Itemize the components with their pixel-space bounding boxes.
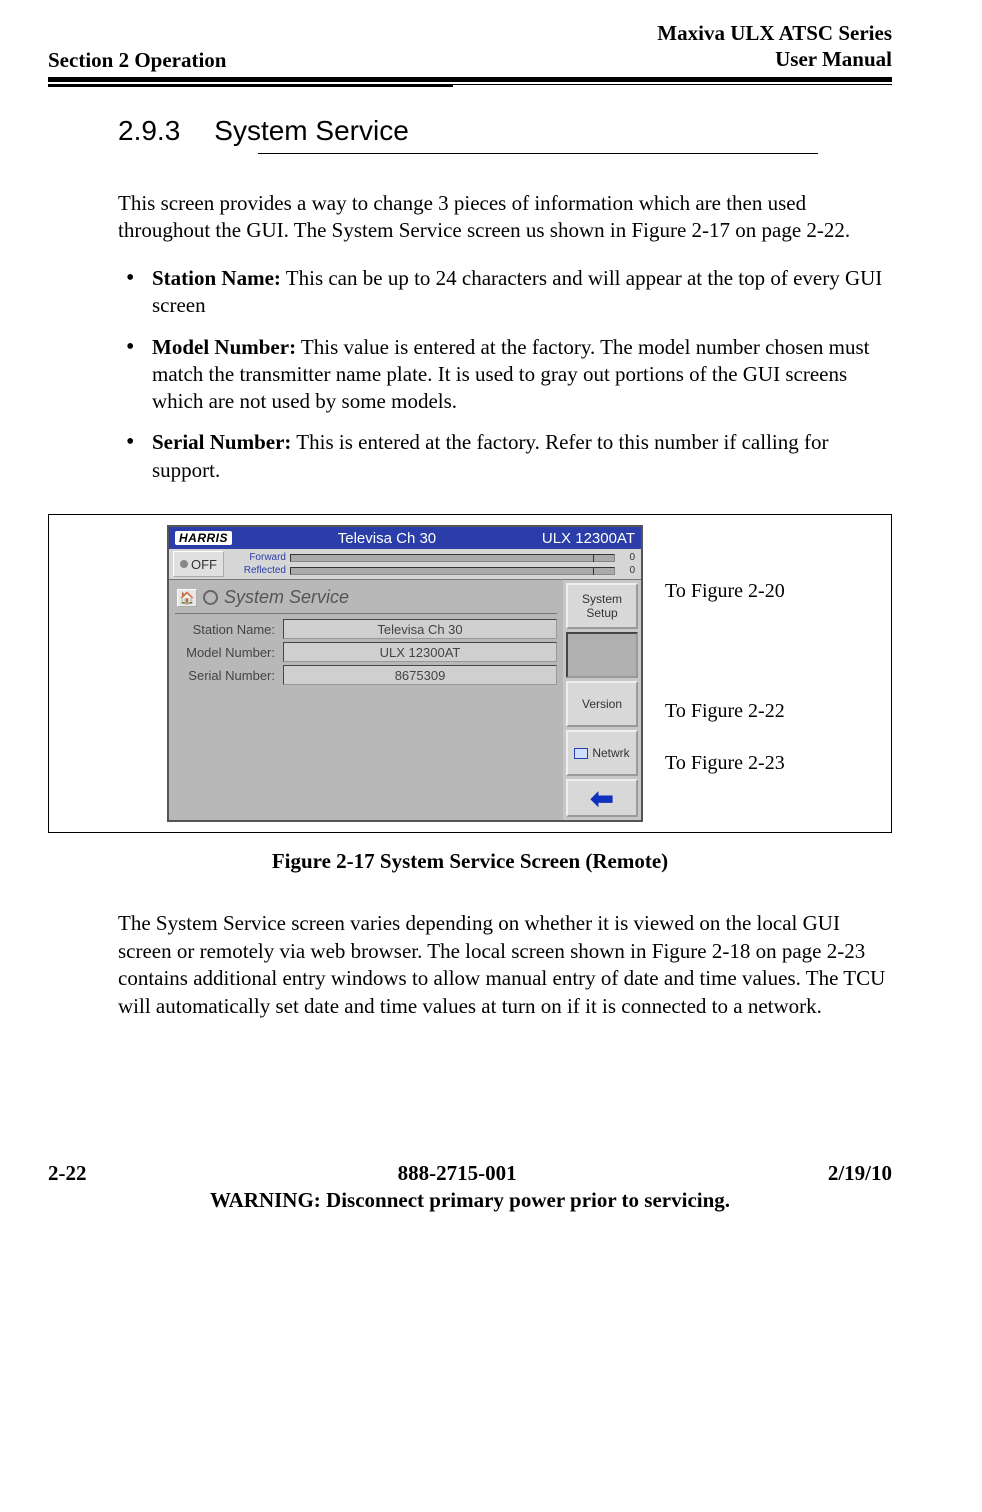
meter-reflected-value: 0 <box>615 565 635 576</box>
bullet-label: Station Name: <box>152 266 281 290</box>
bullet-label: Model Number: <box>152 335 296 359</box>
page: Section 2 Operation Maxiva ULX ATSC Seri… <box>0 0 982 1253</box>
serial-number-input[interactable]: 8675309 <box>283 665 557 685</box>
back-arrow-icon: ⬅ <box>590 782 613 815</box>
page-footer: 2-22 888-2715-001 2/19/10 WARNING: Disco… <box>48 1161 892 1213</box>
back-button[interactable]: ⬅ <box>566 779 638 817</box>
callout-system-setup: To Figure 2-20 <box>665 565 785 617</box>
callout-version: To Figure 2-22 <box>665 685 785 737</box>
figure-box: HARRIS Televisa Ch 30 ULX 12300AT OFF Fo… <box>48 514 892 833</box>
footer-docnum: 888-2715-001 <box>398 1161 517 1186</box>
heading-title: System Service <box>214 115 409 147</box>
page-header: Section 2 Operation Maxiva ULX ATSC Seri… <box>48 20 892 73</box>
gui-section-title-row: 🏠 System Service <box>175 584 557 614</box>
titlebar-right: ULX 12300AT <box>542 530 635 547</box>
footer-date: 2/19/10 <box>828 1161 892 1186</box>
header-rule-split <box>48 84 892 87</box>
meter-reflected: Reflected 0 <box>230 564 635 577</box>
paragraph-2: The System Service screen varies dependi… <box>118 910 892 1021</box>
meter-bar-icon <box>290 554 615 562</box>
meter-reflected-label: Reflected <box>230 565 290 576</box>
off-button[interactable]: OFF <box>173 551 224 577</box>
harris-logo: HARRIS <box>175 531 232 545</box>
titlebar-center: Televisa Ch 30 <box>232 530 542 547</box>
gui-body: 🏠 System Service Station Name: Televisa … <box>169 580 641 820</box>
figure-caption: Figure 2-17 System Service Screen (Remot… <box>48 849 892 874</box>
gui-readback-row: OFF Forward 0 Reflected 0 <box>169 549 641 580</box>
bullet-label: Serial Number: <box>152 430 291 454</box>
footer-page: 2-22 <box>48 1161 87 1186</box>
field-label: Model Number: <box>175 645 283 660</box>
header-rule-thick <box>48 77 892 82</box>
station-name-input[interactable]: Televisa Ch 30 <box>283 619 557 639</box>
product-line-2: User Manual <box>657 46 892 72</box>
meter-forward-value: 0 <box>615 552 635 563</box>
heading-rule <box>258 153 818 154</box>
off-label: OFF <box>191 557 217 572</box>
field-label: Station Name: <box>175 622 283 637</box>
model-number-input[interactable]: ULX 12300AT <box>283 642 557 662</box>
gui-sidebar: System Setup Version Netwrk ⬅ <box>563 580 641 820</box>
field-model-number: Model Number: ULX 12300AT <box>175 642 557 662</box>
monitor-icon <box>574 748 588 759</box>
gui-spacer <box>175 688 557 798</box>
gui-main: 🏠 System Service Station Name: Televisa … <box>169 580 563 820</box>
bullet-item: Station Name: This can be up to 24 chara… <box>148 265 892 320</box>
network-button[interactable]: Netwrk <box>566 730 638 776</box>
bullet-list: Station Name: This can be up to 24 chara… <box>118 265 892 484</box>
btn-line2: Setup <box>586 606 617 620</box>
product-line-1: Maxiva ULX ATSC Series <box>657 20 892 46</box>
system-setup-button[interactable]: System Setup <box>566 583 638 629</box>
meters: Forward 0 Reflected 0 <box>226 549 639 579</box>
product-header: Maxiva ULX ATSC Series User Manual <box>657 20 892 73</box>
gui-section-title: System Service <box>224 587 349 608</box>
btn-line1: System <box>582 592 622 606</box>
field-serial-number: Serial Number: 8675309 <box>175 665 557 685</box>
btn-label: Netwrk <box>592 746 629 760</box>
meter-forward: Forward 0 <box>230 551 635 564</box>
figure-callouts: To Figure 2-20 To Figure 2-22 To Figure … <box>665 525 785 789</box>
section-label: Section 2 Operation <box>48 48 227 73</box>
meter-bar-icon <box>290 567 615 575</box>
bullet-item: Serial Number: This is entered at the fa… <box>148 429 892 484</box>
meter-forward-label: Forward <box>230 552 290 563</box>
field-station-name: Station Name: Televisa Ch 30 <box>175 619 557 639</box>
home-icon[interactable]: 🏠 <box>177 589 197 607</box>
callout-network: To Figure 2-23 <box>665 737 785 789</box>
heading-number: 2.9.3 <box>118 115 180 147</box>
ring-icon <box>203 590 218 605</box>
version-button[interactable]: Version <box>566 681 638 727</box>
intro-paragraph: This screen provides a way to change 3 p… <box>118 190 892 245</box>
gui-titlebar: HARRIS Televisa Ch 30 ULX 12300AT <box>169 527 641 549</box>
status-dot-icon <box>180 560 188 568</box>
bullet-item: Model Number: This value is entered at t… <box>148 334 892 416</box>
btn-label: Version <box>582 697 622 711</box>
field-label: Serial Number: <box>175 668 283 683</box>
gui-screenshot: HARRIS Televisa Ch 30 ULX 12300AT OFF Fo… <box>167 525 643 822</box>
blank-button <box>566 632 638 678</box>
section-heading: 2.9.3 System Service <box>118 115 892 154</box>
footer-warning: WARNING: Disconnect primary power prior … <box>48 1188 892 1213</box>
